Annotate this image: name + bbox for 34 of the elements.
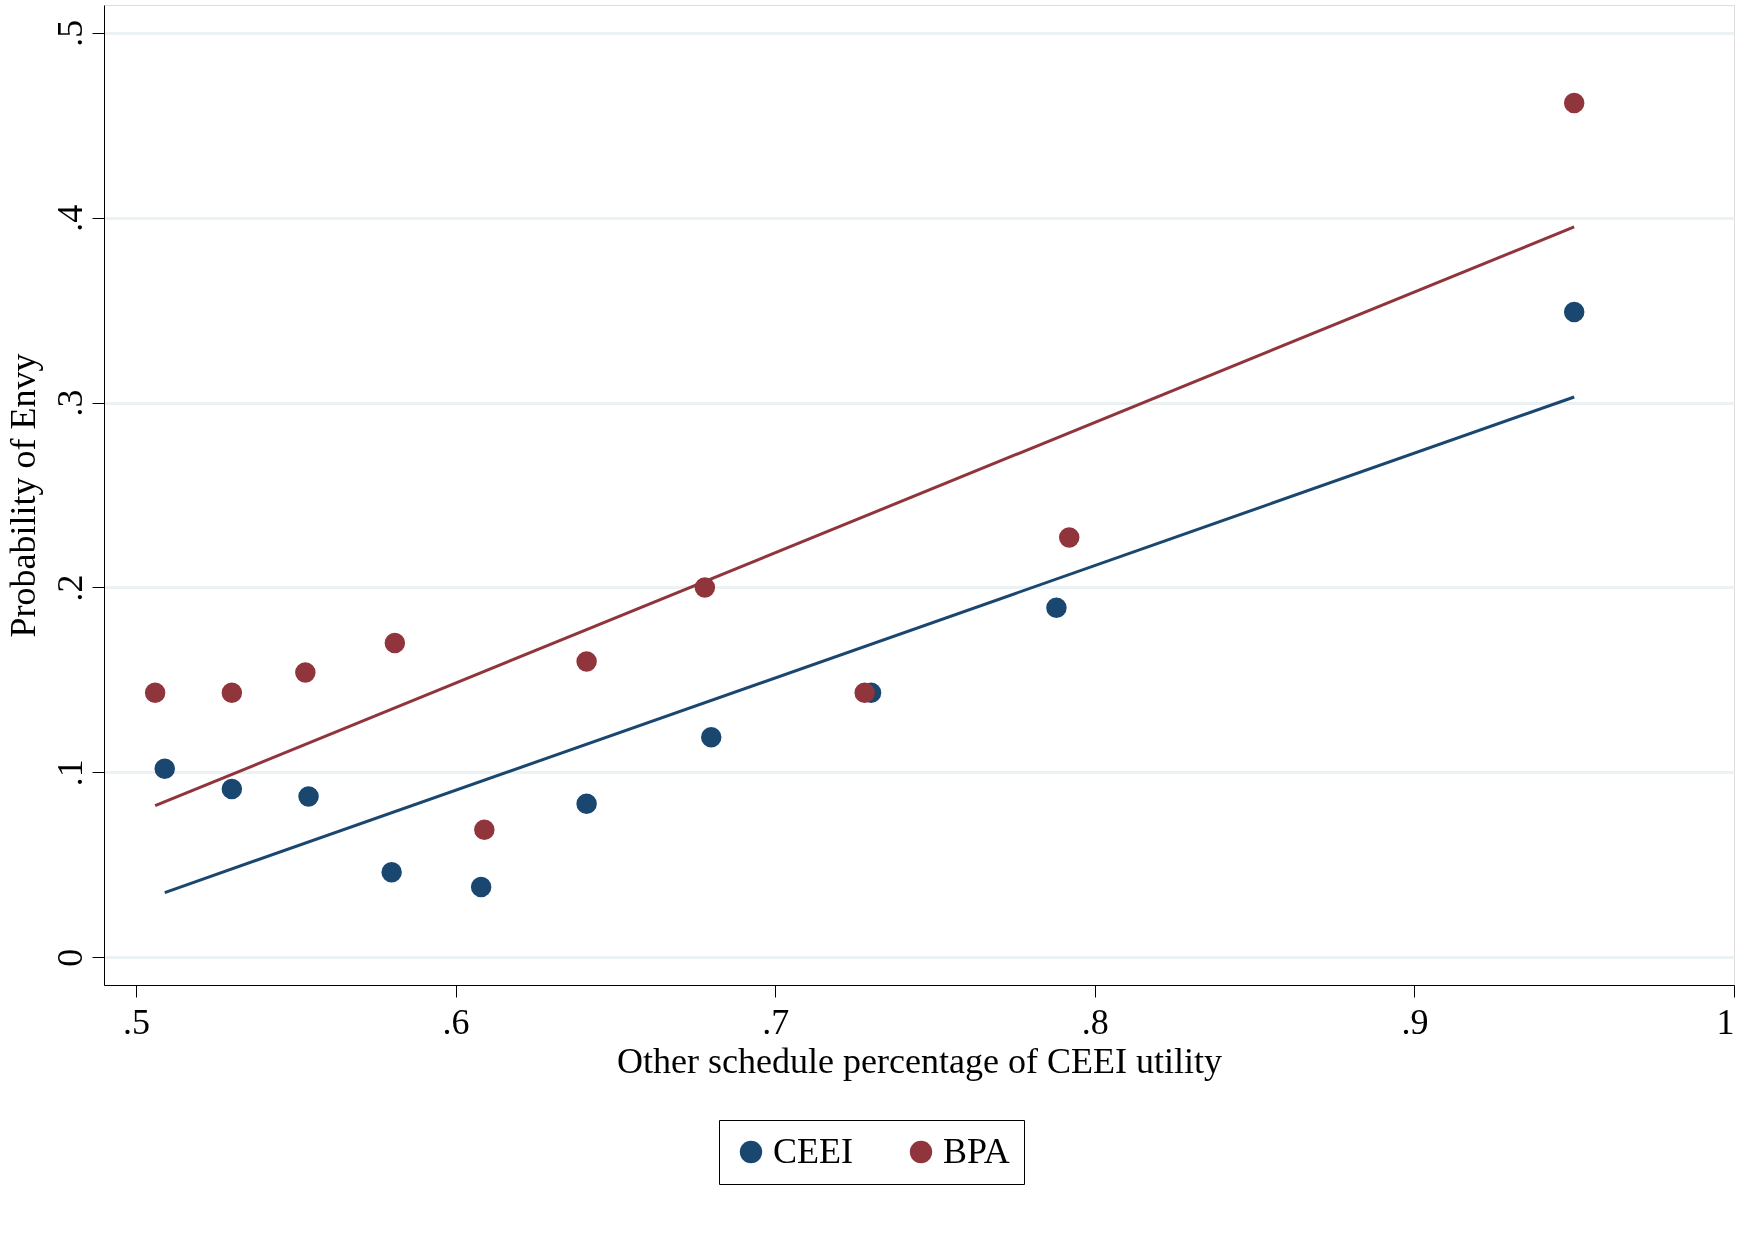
point (701, 727, 722, 748)
y-tick-label: 0 (49, 948, 90, 967)
y-tick-label: .5 (49, 19, 90, 47)
x-tick-label: 1 (1716, 1001, 1735, 1042)
point (221, 778, 243, 800)
legend-label: BPA (943, 1131, 1010, 1171)
point (384, 632, 406, 654)
x-axis-title: Other schedule percentage of CEEI utility (617, 1040, 1222, 1081)
point (474, 819, 495, 840)
point (576, 651, 597, 672)
x-tick-label: .8 (1081, 1001, 1109, 1042)
point (1563, 92, 1585, 114)
y-tick-label: .2 (49, 574, 90, 602)
point (470, 876, 492, 898)
point (221, 682, 243, 704)
y-tick-label: .1 (49, 759, 90, 787)
x-tick-label: .5 (122, 1001, 150, 1042)
x-tick-label: .7 (762, 1001, 790, 1042)
point (298, 786, 319, 807)
x-tick-label: .9 (1401, 1001, 1429, 1042)
point (1058, 527, 1080, 548)
point (1046, 597, 1067, 619)
y-tick-label: .4 (49, 204, 90, 232)
point (295, 662, 316, 683)
y-axis-title: Probability of Envy (2, 353, 43, 638)
point (854, 682, 875, 704)
point (144, 682, 166, 704)
point (576, 793, 597, 815)
legend-label: CEEI (773, 1131, 853, 1171)
point (381, 861, 402, 883)
point (1563, 301, 1585, 323)
point (154, 758, 175, 779)
y-tick-label: .3 (49, 389, 90, 417)
x-tick-label: .6 (442, 1001, 470, 1042)
